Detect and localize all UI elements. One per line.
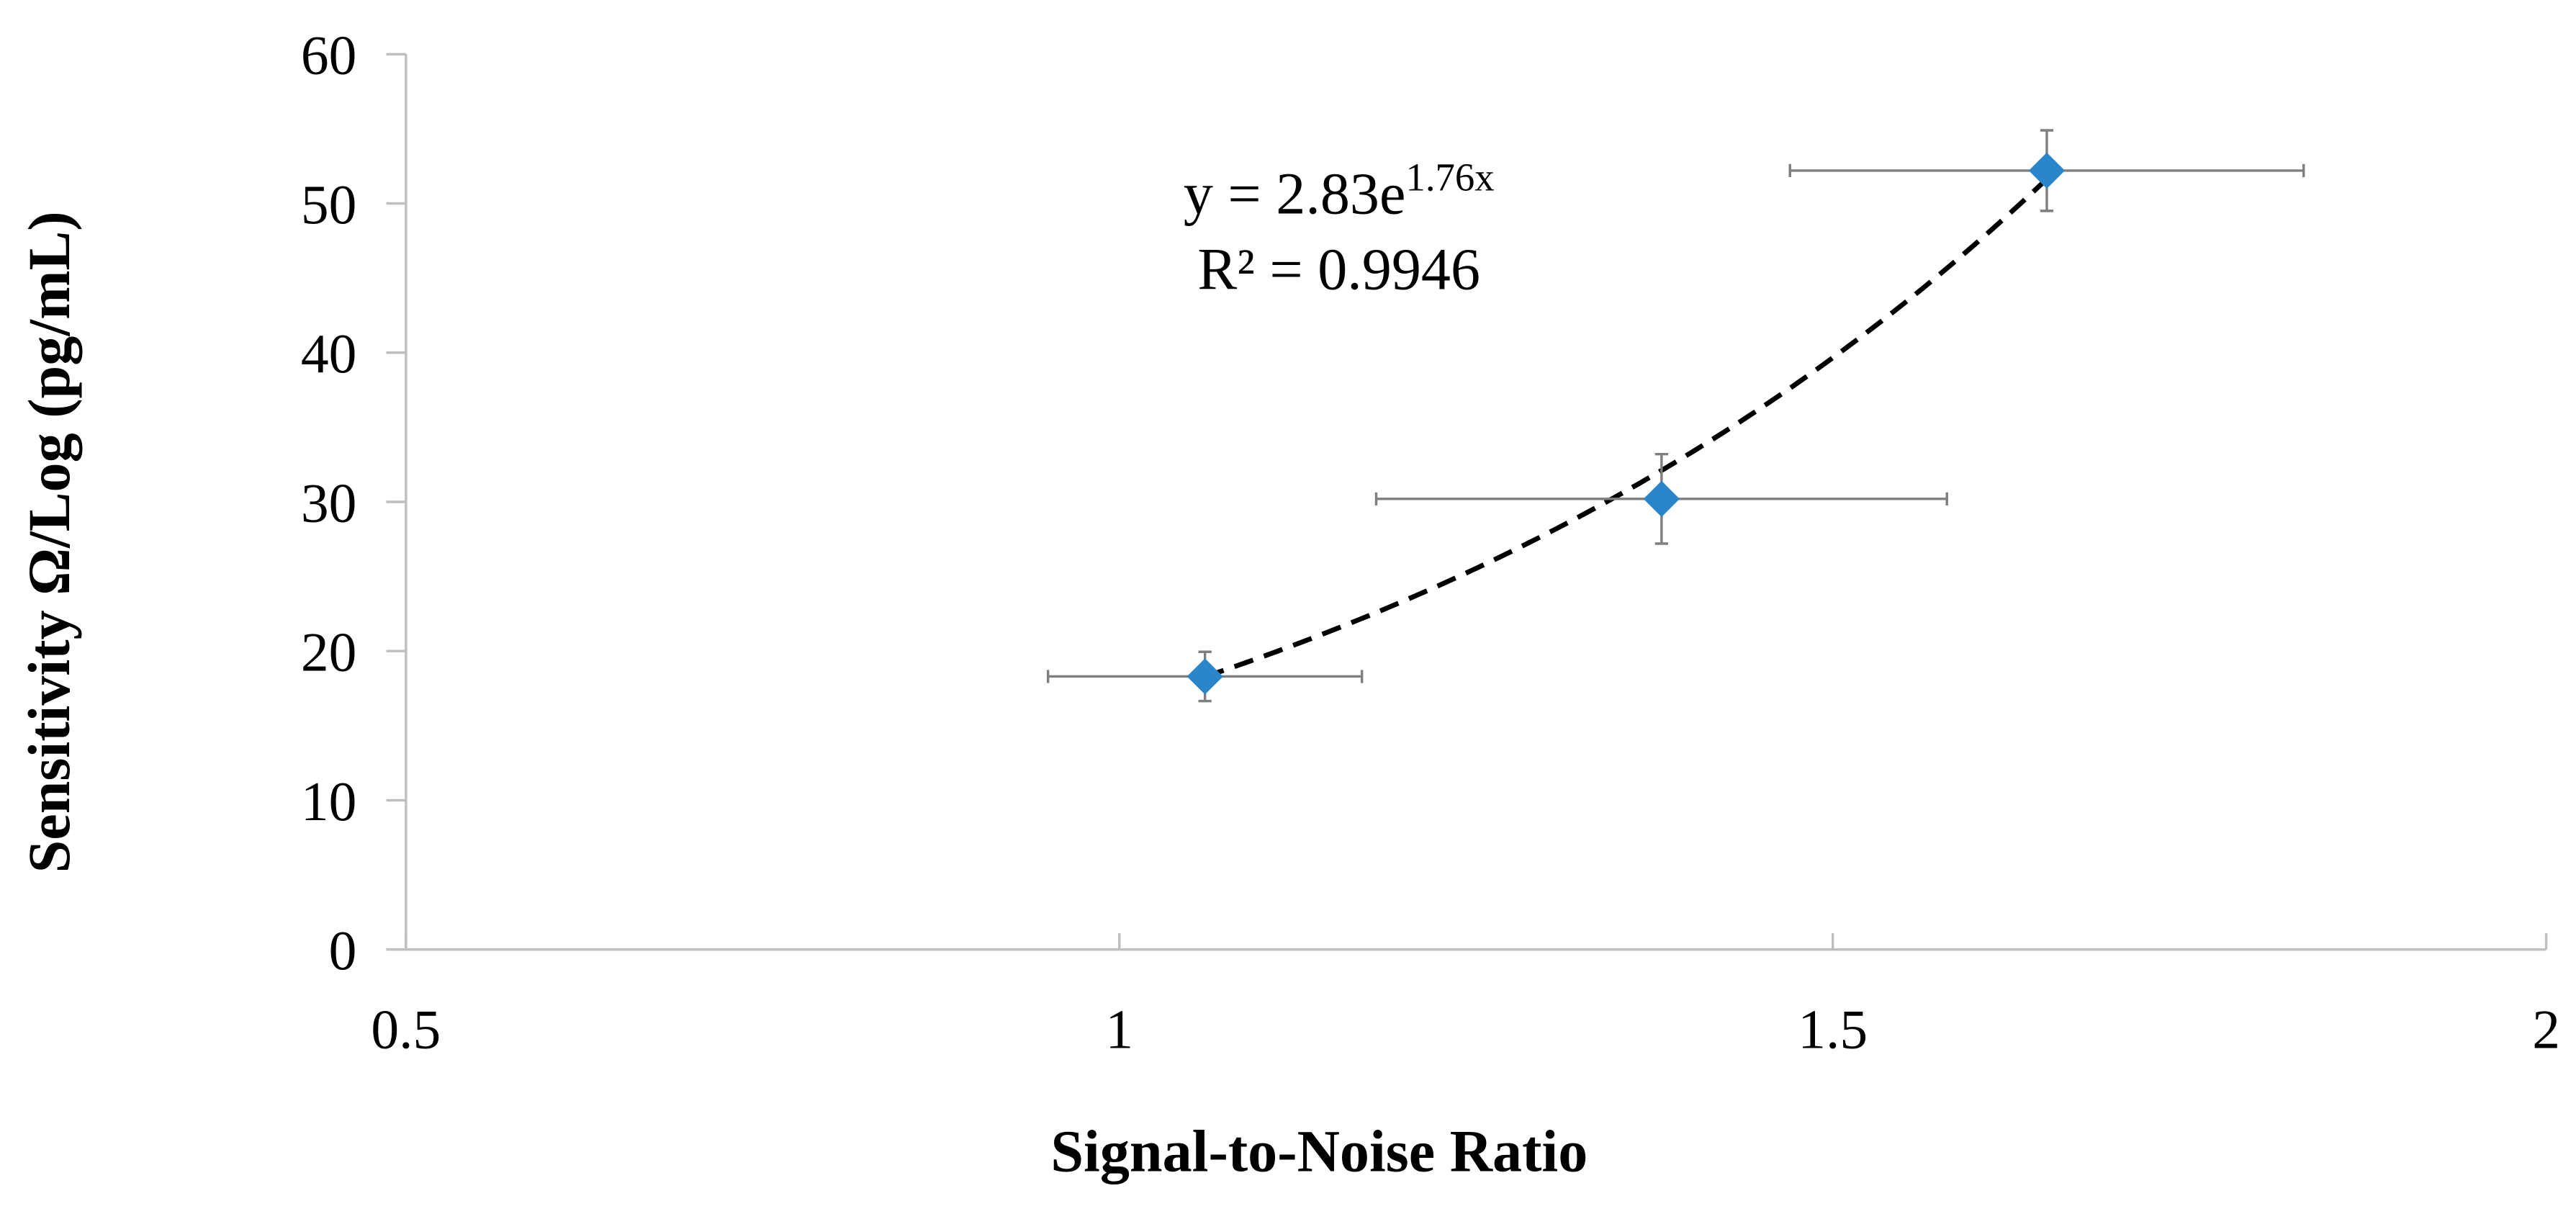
y-tick-label: 20 <box>301 621 357 683</box>
equation-exponent: 1.76x <box>1405 156 1494 199</box>
x-tick-label: 1 <box>1105 999 1133 1061</box>
equation-base: y = 2.83e <box>1184 161 1406 227</box>
y-tick-label: 10 <box>301 770 357 832</box>
x-tick-label: 0.5 <box>371 999 441 1061</box>
trendline-equation: y = 2.83e1.76x <box>1184 156 1495 227</box>
data-point <box>1643 480 1680 517</box>
x-tick-label: 2 <box>2532 999 2560 1061</box>
y-tick-label: 60 <box>301 24 357 86</box>
y-tick-label: 50 <box>301 174 357 235</box>
data-point <box>1186 658 1223 695</box>
y-tick-label: 40 <box>301 323 357 385</box>
y-tick-label: 30 <box>301 472 357 534</box>
x-axis-title: Signal-to-Noise Ratio <box>1050 1119 1588 1184</box>
trendline <box>1204 177 2049 680</box>
data-point <box>2028 152 2066 189</box>
y-tick-label: 0 <box>329 920 357 981</box>
x-tick-label: 1.5 <box>1798 999 1868 1061</box>
y-axis-title: Sensitivity Ω/Log (pg/mL) <box>17 211 82 873</box>
r-squared: R² = 0.9946 <box>1197 237 1480 302</box>
